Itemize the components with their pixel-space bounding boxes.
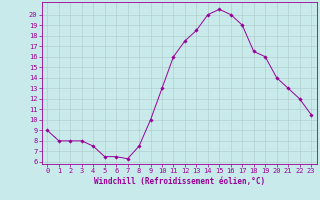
- X-axis label: Windchill (Refroidissement éolien,°C): Windchill (Refroidissement éolien,°C): [94, 177, 265, 186]
